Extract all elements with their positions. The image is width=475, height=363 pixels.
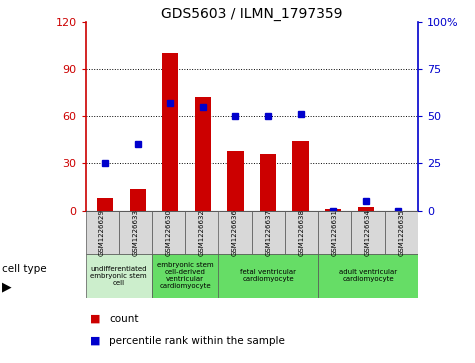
Bar: [285, 211, 318, 254]
Bar: [293, 141, 309, 211]
Bar: [252, 211, 285, 254]
Text: undifferentiated
embryonic stem
cell: undifferentiated embryonic stem cell: [90, 266, 147, 286]
Text: GSM1226635: GSM1226635: [399, 209, 404, 256]
Bar: [119, 211, 152, 254]
Text: GSM1226636: GSM1226636: [232, 209, 238, 256]
Bar: [260, 154, 276, 211]
Bar: [130, 188, 146, 211]
Bar: [358, 207, 374, 211]
Text: ■: ■: [90, 314, 101, 324]
Text: GSM1226633: GSM1226633: [133, 209, 138, 256]
Text: adult ventricular
cardiomyocyte: adult ventricular cardiomyocyte: [339, 269, 397, 282]
Bar: [318, 254, 418, 298]
Bar: [185, 211, 218, 254]
Text: GSM1226632: GSM1226632: [199, 209, 205, 256]
Title: GDS5603 / ILMN_1797359: GDS5603 / ILMN_1797359: [161, 7, 342, 21]
Text: embryonic stem
cell-derived
ventricular
cardiomyocyte: embryonic stem cell-derived ventricular …: [157, 262, 214, 289]
Bar: [162, 53, 179, 211]
Text: GSM1226631: GSM1226631: [332, 209, 338, 256]
Bar: [152, 211, 185, 254]
Bar: [86, 254, 152, 298]
Bar: [218, 211, 252, 254]
Bar: [152, 254, 218, 298]
Text: GSM1226630: GSM1226630: [166, 209, 171, 256]
Bar: [97, 198, 113, 211]
Text: cell type: cell type: [2, 264, 47, 274]
Bar: [318, 211, 352, 254]
Bar: [352, 211, 385, 254]
Text: fetal ventricular
cardiomyocyte: fetal ventricular cardiomyocyte: [240, 269, 296, 282]
Bar: [86, 211, 119, 254]
Bar: [195, 97, 211, 211]
Text: ▶: ▶: [2, 280, 12, 293]
Bar: [218, 254, 318, 298]
Text: count: count: [109, 314, 139, 324]
Bar: [228, 151, 244, 211]
Text: ■: ■: [90, 336, 101, 346]
Bar: [325, 209, 342, 211]
Text: percentile rank within the sample: percentile rank within the sample: [109, 336, 285, 346]
Text: GSM1226637: GSM1226637: [266, 209, 271, 256]
Text: GSM1226629: GSM1226629: [99, 209, 105, 256]
Bar: [385, 211, 418, 254]
Text: GSM1226638: GSM1226638: [299, 209, 304, 256]
Text: GSM1226634: GSM1226634: [365, 209, 371, 256]
